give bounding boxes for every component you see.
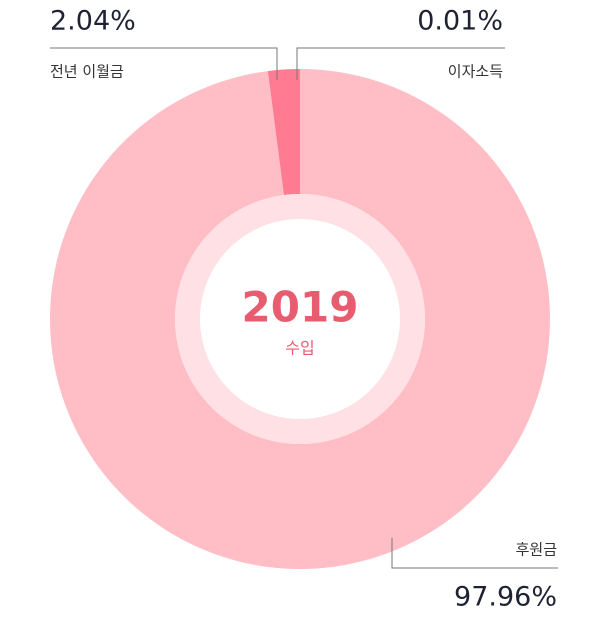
value-label: 0.01% xyxy=(417,6,503,37)
category-label: 이자소득 xyxy=(448,63,503,81)
center-hole xyxy=(200,219,400,419)
slices xyxy=(50,69,550,569)
center-title: 2019 xyxy=(242,283,359,332)
leader-line xyxy=(296,47,505,80)
category-label: 후원금 xyxy=(516,541,558,559)
leader-line xyxy=(50,47,278,80)
slice xyxy=(50,69,550,569)
leader-line xyxy=(391,538,558,569)
center-subtitle: 수입 xyxy=(285,339,314,358)
category-label: 전년 이월금 xyxy=(50,63,124,81)
value-label: 2.04% xyxy=(50,6,136,37)
value-label: 97.96% xyxy=(454,582,557,613)
slice xyxy=(267,69,300,196)
